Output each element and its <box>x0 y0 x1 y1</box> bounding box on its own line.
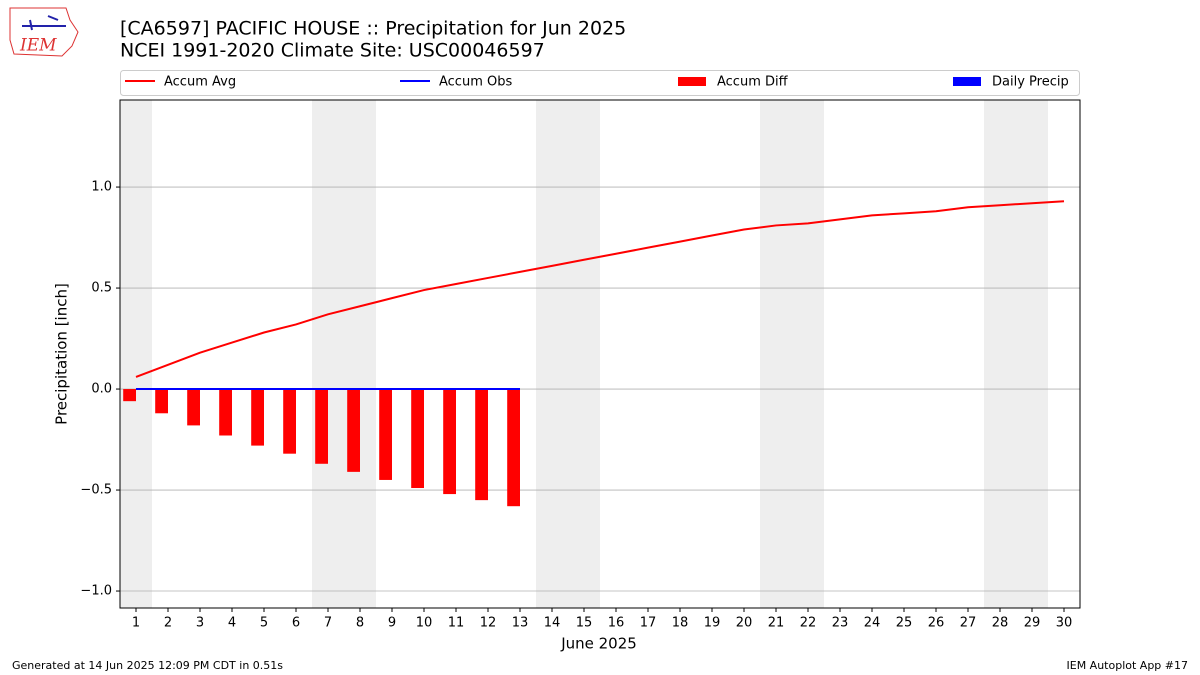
x-tick-label: 21 <box>768 616 785 631</box>
x-tick-label: 23 <box>832 616 849 631</box>
logo: IEM <box>9 7 79 57</box>
x-tick-label: 15 <box>576 616 593 631</box>
bar <box>283 389 296 454</box>
y-tick-label: 0.0 <box>91 382 112 397</box>
logo-icon <box>22 15 66 31</box>
bar <box>187 389 200 426</box>
footer-left: Generated at 14 Jun 2025 12:09 PM CDT in… <box>12 659 283 672</box>
x-tick-label: 6 <box>292 616 300 631</box>
x-tick-label: 9 <box>388 616 396 631</box>
series-line <box>135 200 1065 378</box>
y-tick-label: −0.5 <box>80 483 112 498</box>
x-tick-label: 20 <box>736 616 753 631</box>
plot-frame <box>119 99 1081 609</box>
legend-label: Accum Obs <box>439 75 512 90</box>
x-tick-label: 19 <box>704 616 721 631</box>
logo-outline <box>9 7 79 57</box>
x-tick-label: 29 <box>1024 616 1041 631</box>
legend-label: Daily Precip <box>992 75 1069 90</box>
weekend-shade <box>760 100 824 608</box>
chart-subtitle: NCEI 1991-2020 Climate Site: USC00046597 <box>120 40 545 62</box>
x-tick-label: 24 <box>864 616 881 631</box>
x-tick-label: 18 <box>672 616 689 631</box>
bar <box>379 389 392 480</box>
y-tick-label: 0.5 <box>91 281 112 296</box>
legend-label: Accum Diff <box>717 75 789 90</box>
y-tick-label: −1.0 <box>80 584 112 599</box>
bar <box>219 389 232 436</box>
legend-box <box>120 70 1080 96</box>
bar <box>315 389 328 464</box>
bar <box>507 389 520 507</box>
weekend-shade <box>536 100 600 608</box>
bar <box>411 389 424 489</box>
x-tick-label: 14 <box>544 616 561 631</box>
x-axis-label: June 2025 <box>560 635 637 653</box>
y-axis-label: Precipitation [inch] <box>53 283 71 425</box>
weekend-shade <box>984 100 1048 608</box>
bar <box>475 389 488 501</box>
legend-swatch <box>953 77 981 86</box>
bar <box>347 389 360 472</box>
x-tick-label: 25 <box>896 616 913 631</box>
x-tick-label: 2 <box>164 616 172 631</box>
x-tick-label: 12 <box>480 616 497 631</box>
x-tick-label: 5 <box>260 616 268 631</box>
legend-label: Accum Avg <box>164 75 236 90</box>
x-tick-label: 10 <box>416 616 433 631</box>
legend-swatch <box>678 77 706 86</box>
chart-title: [CA6597] PACIFIC HOUSE :: Precipitation … <box>120 18 626 40</box>
x-tick-label: 17 <box>640 616 657 631</box>
bar <box>443 389 456 495</box>
bar <box>123 389 136 402</box>
x-tick-label: 3 <box>196 616 204 631</box>
x-tick-label: 4 <box>228 616 236 631</box>
weekend-shade <box>312 100 376 608</box>
footer-right: IEM Autoplot App #17 <box>1067 659 1189 672</box>
bar <box>155 389 168 414</box>
logo-text: IEM <box>19 36 57 56</box>
x-tick-label: 7 <box>324 616 332 631</box>
weekend-shade <box>120 100 152 608</box>
x-tick-label: 30 <box>1056 616 1073 631</box>
x-tick-label: 26 <box>928 616 945 631</box>
x-tick-label: 22 <box>800 616 817 631</box>
x-tick-label: 27 <box>960 616 977 631</box>
x-tick-label: 28 <box>992 616 1009 631</box>
x-tick-label: 13 <box>512 616 529 631</box>
x-tick-label: 1 <box>132 616 140 631</box>
bar <box>251 389 264 446</box>
x-tick-label: 8 <box>356 616 364 631</box>
x-tick-label: 16 <box>608 616 625 631</box>
x-tick-label: 11 <box>448 616 465 631</box>
y-tick-label: 1.0 <box>91 180 112 195</box>
